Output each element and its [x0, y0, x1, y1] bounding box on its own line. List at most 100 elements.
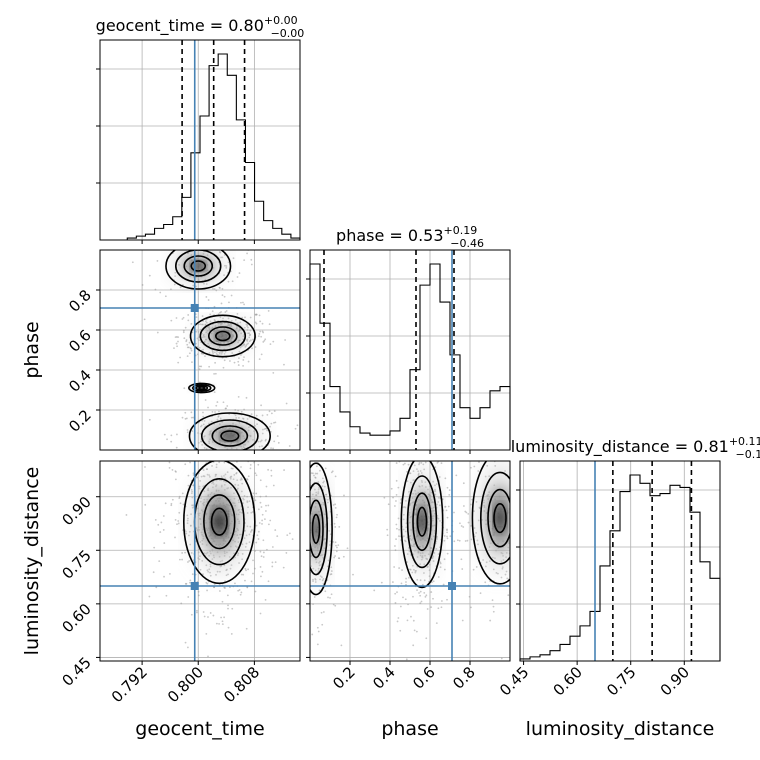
sample-point — [249, 454, 251, 456]
sample-point — [247, 506, 249, 509]
sample-point — [541, 538, 543, 540]
sample-point — [179, 558, 181, 561]
sample-point — [189, 581, 191, 584]
sample-point — [197, 594, 200, 597]
sample-point — [187, 319, 190, 322]
sample-point — [400, 582, 403, 585]
sample-point — [419, 602, 422, 605]
sample-point — [440, 600, 443, 602]
sample-point — [199, 479, 202, 482]
sample-point — [187, 596, 190, 598]
sample-point — [253, 461, 256, 464]
sample-point — [407, 603, 409, 606]
sample-point — [303, 445, 305, 447]
sample-point — [435, 483, 438, 485]
sample-point — [242, 364, 244, 367]
sample-point — [215, 353, 218, 355]
sample-point — [249, 467, 252, 470]
sample-point — [264, 518, 266, 521]
sample-point — [191, 573, 194, 576]
sample-point — [179, 286, 182, 289]
sample-point — [512, 519, 514, 521]
sample-point — [498, 456, 500, 458]
sample-point — [185, 417, 188, 420]
sample-point — [222, 317, 224, 320]
sample-point — [240, 354, 242, 356]
sample-point — [204, 320, 207, 323]
sample-point — [431, 426, 433, 428]
sample-point — [218, 461, 221, 464]
sample-point — [272, 484, 275, 487]
density-geocent_time-luminosity_distance — [125, 452, 294, 658]
sample-point — [189, 347, 192, 349]
sample-point — [248, 500, 251, 503]
sample-point — [231, 453, 233, 455]
sample-point — [240, 591, 243, 594]
sample-point — [227, 457, 229, 459]
sample-point — [334, 604, 337, 607]
truth-marker — [190, 304, 199, 312]
sample-point — [500, 657, 503, 660]
sample-point — [259, 320, 262, 323]
x-tick-label: 0.4 — [369, 663, 399, 693]
sample-point — [255, 474, 258, 477]
sample-point — [473, 527, 476, 529]
sample-point — [167, 458, 169, 460]
sample-point — [495, 571, 498, 574]
sample-point — [321, 579, 324, 582]
sample-point — [399, 502, 402, 504]
sample-point — [259, 612, 262, 615]
sample-point — [148, 418, 151, 421]
sample-point — [304, 524, 306, 526]
sample-point — [205, 296, 208, 298]
sample-point — [384, 448, 386, 450]
sample-point — [304, 582, 306, 584]
sample-point — [230, 633, 233, 635]
sample-point — [270, 474, 273, 477]
pair-panel-geocent_time-phase — [99, 249, 301, 451]
sample-point — [444, 477, 447, 480]
y-tick-label: 0.2 — [65, 406, 95, 436]
sample-point — [219, 311, 221, 314]
sample-point — [309, 454, 311, 456]
sample-point — [303, 562, 305, 564]
sample-point — [221, 623, 224, 626]
sample-point — [241, 459, 243, 461]
sample-point — [446, 529, 448, 532]
sample-point — [222, 366, 225, 369]
sample-point — [486, 464, 489, 467]
sample-point — [188, 560, 191, 562]
sample-point — [224, 452, 226, 454]
sample-point — [258, 333, 261, 335]
sample-point — [255, 541, 258, 544]
sample-point — [254, 550, 256, 552]
sample-point — [257, 530, 260, 533]
sample-point — [181, 552, 184, 554]
sample-point — [476, 539, 479, 542]
sample-point — [411, 459, 413, 461]
sample-point — [293, 523, 295, 525]
panel-title: phase = 0.53+0.19 −0.46 — [336, 224, 484, 250]
sample-point — [407, 463, 410, 466]
sample-point — [422, 463, 425, 466]
sample-point — [204, 458, 206, 460]
sample-point — [225, 574, 228, 577]
sample-point — [185, 582, 188, 585]
sample-point — [160, 234, 162, 236]
sample-point — [318, 454, 320, 456]
sample-point — [202, 320, 204, 323]
sample-point — [516, 491, 518, 493]
contour-line — [210, 507, 228, 536]
sample-point — [473, 510, 475, 513]
sample-point — [245, 627, 248, 630]
sample-point — [191, 361, 193, 364]
contour-line — [487, 488, 510, 548]
sample-point — [283, 363, 285, 366]
sample-point — [187, 346, 190, 349]
sample-point — [252, 559, 254, 562]
sample-point — [144, 466, 146, 468]
sample-point — [258, 358, 261, 361]
sample-point — [406, 437, 408, 439]
sample-point — [226, 471, 229, 474]
sample-point — [237, 360, 240, 363]
